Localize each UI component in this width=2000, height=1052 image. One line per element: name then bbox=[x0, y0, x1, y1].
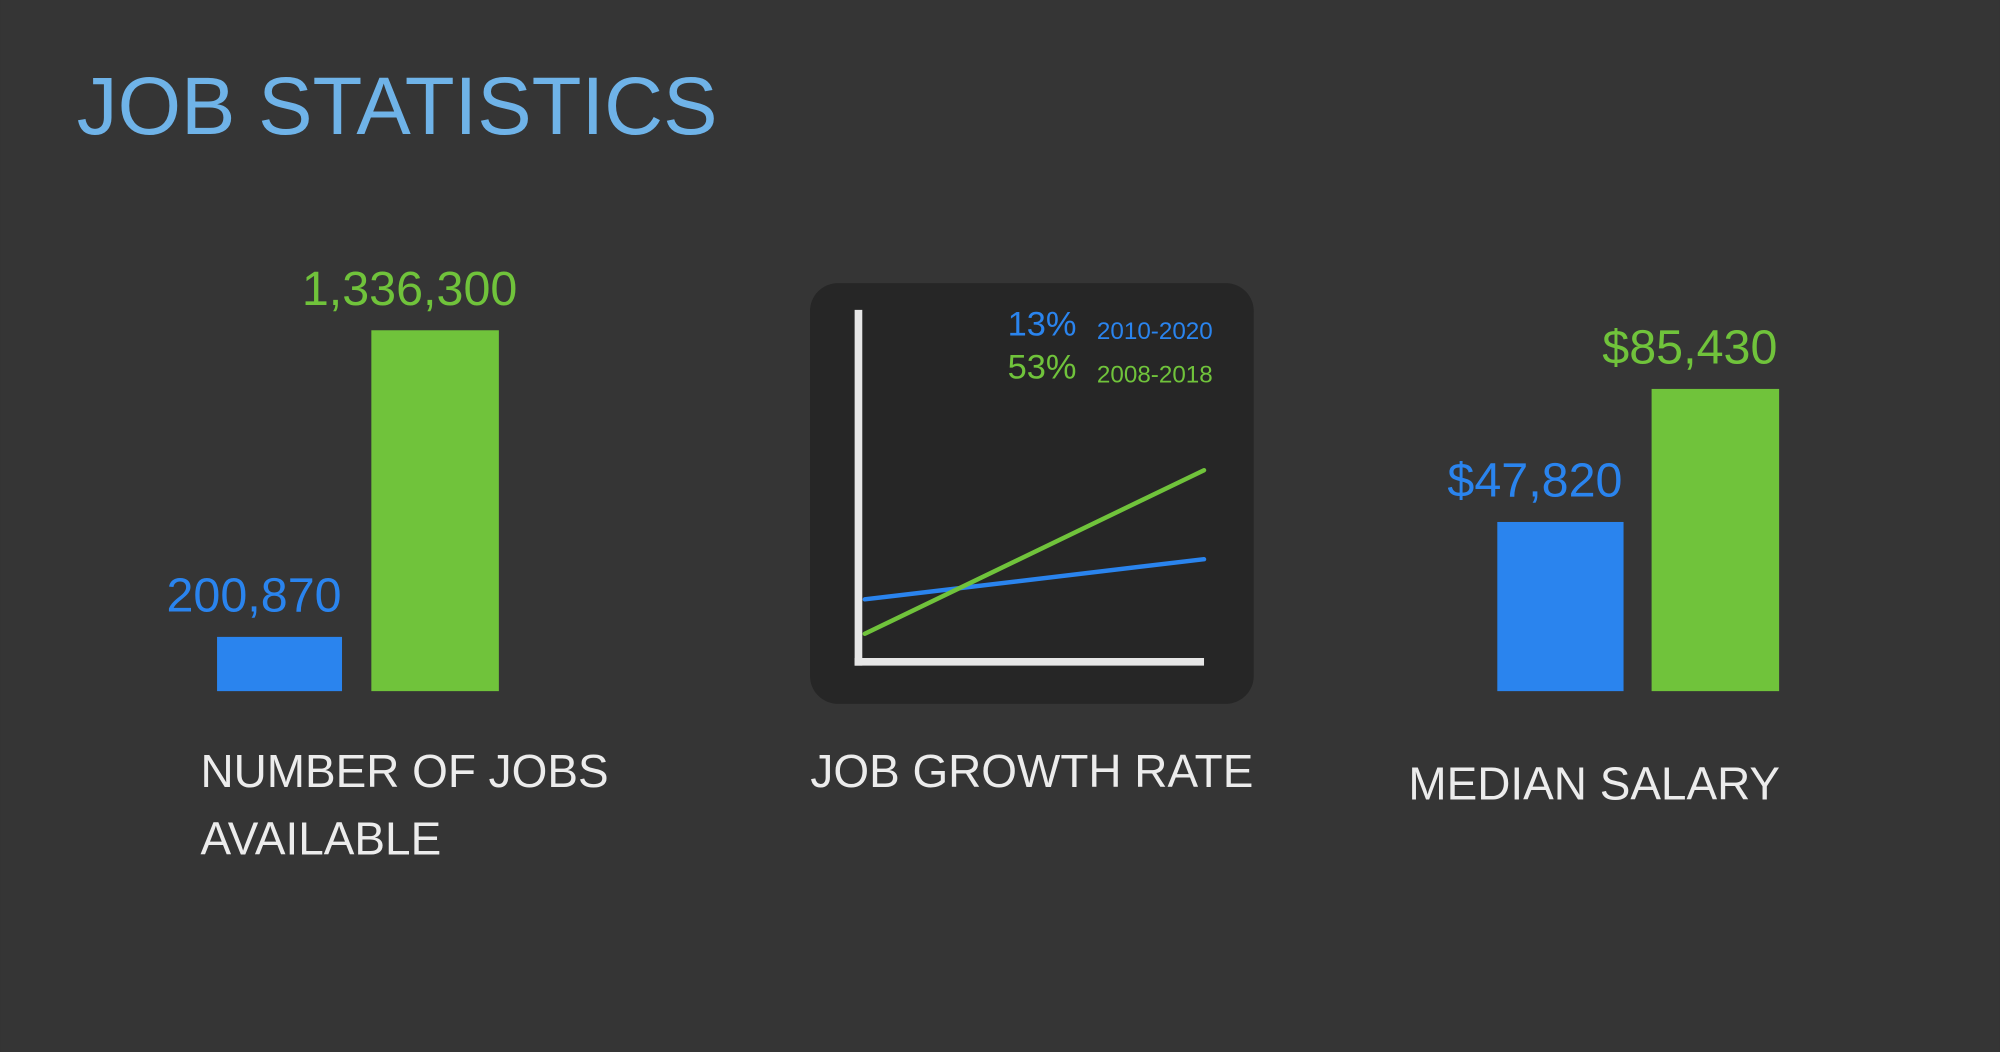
value-label: $47,820 bbox=[1447, 453, 1622, 507]
bar bbox=[371, 330, 499, 692]
bar bbox=[1497, 521, 1624, 692]
page-title: JOB STATISTICS bbox=[77, 61, 718, 152]
chart-caption: JOB GROWTH RATE bbox=[810, 744, 1254, 797]
growth-line bbox=[862, 467, 1207, 636]
chart-caption: NUMBER OF JOBS AVAILABLE bbox=[200, 744, 609, 865]
value-label: 1,336,300 bbox=[302, 262, 518, 316]
bar bbox=[1651, 388, 1780, 692]
caption-box: NUMBER OF JOBS AVAILABLE bbox=[200, 744, 609, 865]
value-label: 200,870 bbox=[166, 568, 341, 622]
chart-panel bbox=[810, 283, 1254, 704]
legend-label: 2010-2020 bbox=[1097, 318, 1213, 345]
legend-value: 13% bbox=[1008, 305, 1077, 343]
growth-line bbox=[862, 556, 1207, 602]
legend-label: 2008-2018 bbox=[1097, 362, 1213, 389]
chart-caption: MEDIAN SALARY bbox=[1408, 757, 1781, 810]
caption-box: MEDIAN SALARY bbox=[1408, 757, 1781, 810]
value-label: $85,430 bbox=[1602, 320, 1777, 374]
caption-box: JOB GROWTH RATE bbox=[810, 744, 1254, 797]
bar bbox=[217, 636, 343, 692]
legend-value: 53% bbox=[1008, 349, 1077, 387]
